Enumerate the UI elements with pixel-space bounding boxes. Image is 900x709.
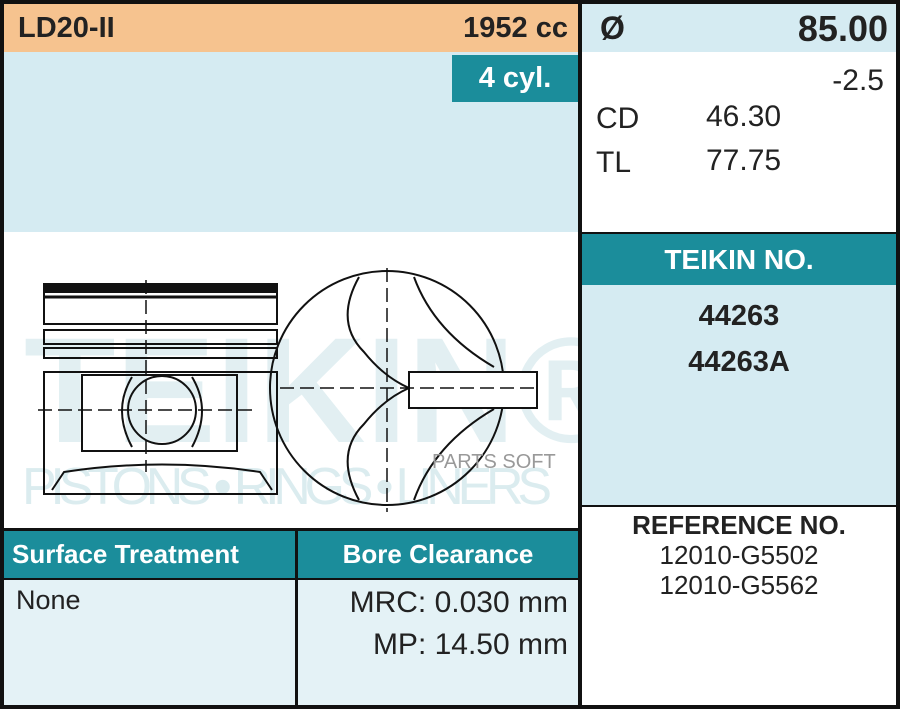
reference-area: REFERENCE NO. 12010-G5502 12010-G5562 (582, 507, 896, 705)
cd-value: 46.30 (706, 100, 782, 133)
model-header: LD20-II 1952 cc (4, 4, 578, 52)
oversize-value: -2.5 (832, 64, 884, 97)
teikin-header: TEIKIN NO. (582, 234, 896, 285)
teikin-number: 44263A (688, 346, 790, 378)
piston-drawing: TEIKIN® PISTONS • RINGS • LINERS (4, 232, 626, 528)
teikin-number: 44263 (698, 300, 780, 332)
watermark-overlay: PARTS SOFT (432, 451, 556, 473)
mrc-value: MRC: 0.030 mm (349, 586, 568, 619)
cylinders-badge: 4 cyl. (452, 55, 578, 102)
piston-top-view (269, 268, 538, 512)
piston-side-view (38, 280, 278, 495)
dimensions-area: -2.5 CD 46.30 TL 77.75 (582, 52, 896, 232)
tl-label: TL (596, 146, 632, 179)
diameter-value: 85.00 (797, 8, 888, 49)
diameter-row: Ø 85.00 (582, 4, 896, 52)
surface-treatment-cell: None (4, 580, 295, 705)
tl-value: 77.75 (706, 144, 782, 177)
reference-number: 12010-G5562 (659, 570, 819, 600)
cd-label: CD (596, 102, 640, 135)
reference-title: REFERENCE NO. (632, 510, 846, 540)
info-area: 4 cyl. (4, 52, 578, 232)
surface-treatment-value: None (16, 585, 81, 615)
diameter-icon: Ø (600, 10, 625, 46)
mp-value: MP: 14.50 mm (372, 628, 568, 661)
watermark-tagline: PISTONS • RINGS • LINERS (22, 458, 552, 516)
surface-treatment-header: Surface Treatment (4, 531, 295, 578)
displacement: 1952 cc (463, 12, 568, 44)
bore-clearance-header: Bore Clearance (298, 531, 578, 578)
piston-diagram: TEIKIN® PISTONS • RINGS • LINERS (22, 268, 626, 516)
bore-clearance-cell: MRC: 0.030 mm MP: 14.50 mm (298, 580, 578, 705)
model-name: LD20-II (18, 12, 115, 44)
reference-number: 12010-G5502 (659, 540, 819, 570)
teikin-numbers: 44263 44263A (582, 285, 896, 505)
watermark-logo: TEIKIN® PISTONS • RINGS • LINERS (22, 306, 626, 516)
